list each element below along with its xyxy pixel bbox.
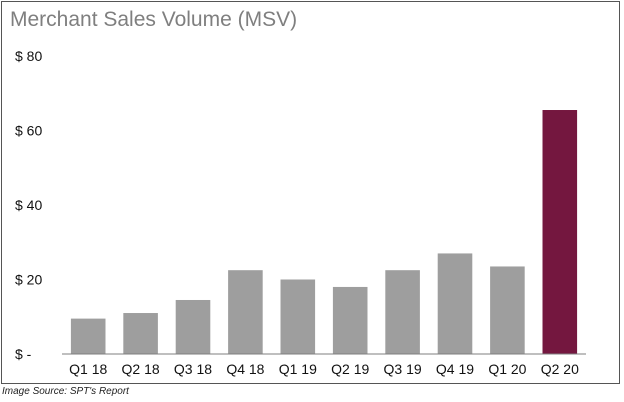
chart-title: Merchant Sales Volume (MSV) (10, 8, 298, 31)
bar (542, 110, 578, 354)
bar (332, 286, 368, 354)
x-tick-label: Q1 19 (279, 361, 317, 377)
bar (70, 318, 106, 354)
x-tick-label: Q1 18 (69, 361, 107, 377)
bar (280, 279, 316, 354)
x-tick-label: Q2 19 (331, 361, 369, 377)
bar (385, 270, 420, 354)
x-tick-label: Q4 19 (436, 361, 474, 377)
image-source-note: Image Source: SPT's Report (2, 386, 129, 397)
x-tick-label: Q2 18 (122, 361, 160, 377)
y-tick-label: $ - (15, 346, 32, 362)
x-tick-label: Q3 18 (174, 361, 212, 377)
y-tick-label: $ 40 (15, 197, 42, 213)
bar (175, 299, 211, 354)
bar (228, 270, 263, 354)
x-tick-label: Q2 20 (541, 361, 579, 377)
y-tick-label: $ 20 (15, 272, 42, 288)
bar (123, 313, 158, 354)
bars (70, 110, 578, 354)
bar (437, 253, 473, 354)
bar (490, 266, 525, 354)
x-tick-label: Q4 18 (226, 361, 264, 377)
x-tick-label: Q3 19 (384, 361, 422, 377)
y-tick-label: $ 60 (15, 123, 42, 139)
x-tick-label: Q1 20 (488, 361, 526, 377)
x-axis-labels: Q1 18 Q2 18 Q3 18 Q4 18 Q1 19 Q2 19 Q3 19 Q4 19… (69, 361, 579, 377)
y-axis-ticks: $ - $ 20 $ 40 $ 60 $ 80 (15, 48, 42, 362)
y-tick-label: $ 80 (15, 48, 42, 64)
